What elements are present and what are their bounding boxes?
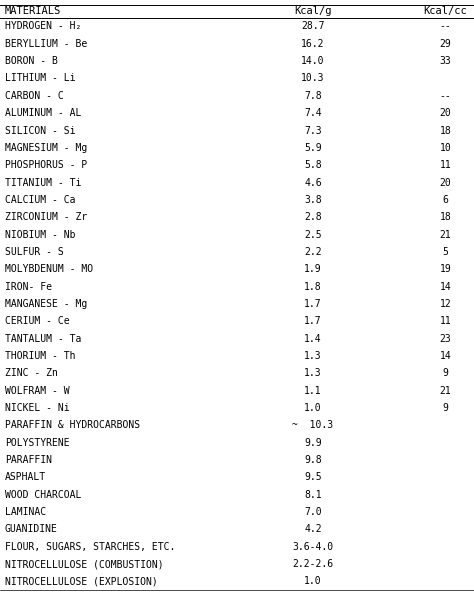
Text: BORON - B: BORON - B xyxy=(5,56,58,66)
Text: 2.8: 2.8 xyxy=(304,212,322,222)
Text: 14.0: 14.0 xyxy=(301,56,325,66)
Text: 19: 19 xyxy=(440,264,451,274)
Text: 1.7: 1.7 xyxy=(304,299,322,309)
Text: 11: 11 xyxy=(440,316,451,326)
Text: 14: 14 xyxy=(440,351,451,361)
Text: PHOSPHORUS - P: PHOSPHORUS - P xyxy=(5,160,87,170)
Text: 18: 18 xyxy=(440,126,451,136)
Text: WOOD CHARCOAL: WOOD CHARCOAL xyxy=(5,490,81,500)
Text: MAGNESIUM - Mg: MAGNESIUM - Mg xyxy=(5,143,87,153)
Text: 1.9: 1.9 xyxy=(304,264,322,274)
Text: 20: 20 xyxy=(440,177,451,187)
Text: 7.8: 7.8 xyxy=(304,91,322,101)
Text: --: -- xyxy=(440,21,451,31)
Text: 5: 5 xyxy=(443,247,448,257)
Text: 16.2: 16.2 xyxy=(301,39,325,49)
Text: 6: 6 xyxy=(443,195,448,205)
Text: THORIUM - Th: THORIUM - Th xyxy=(5,351,75,361)
Text: 14: 14 xyxy=(440,282,451,292)
Text: 10: 10 xyxy=(440,143,451,153)
Text: 2.2-2.6: 2.2-2.6 xyxy=(292,559,333,569)
Text: TANTALUM - Ta: TANTALUM - Ta xyxy=(5,334,81,343)
Text: 9.9: 9.9 xyxy=(304,438,322,448)
Text: 2.5: 2.5 xyxy=(304,229,322,240)
Text: 1.4: 1.4 xyxy=(304,334,322,343)
Text: 33: 33 xyxy=(440,56,451,66)
Text: NITROCELLULOSE (EXPLOSION): NITROCELLULOSE (EXPLOSION) xyxy=(5,576,157,586)
Text: 5.9: 5.9 xyxy=(304,143,322,153)
Text: 7.4: 7.4 xyxy=(304,108,322,118)
Text: HYDROGEN - H₂: HYDROGEN - H₂ xyxy=(5,21,81,31)
Text: 20: 20 xyxy=(440,108,451,118)
Text: 10.3: 10.3 xyxy=(301,74,325,84)
Text: 7.0: 7.0 xyxy=(304,507,322,517)
Text: 1.0: 1.0 xyxy=(304,403,322,413)
Text: CALCIUM - Ca: CALCIUM - Ca xyxy=(5,195,75,205)
Text: FLOUR, SUGARS, STARCHES, ETC.: FLOUR, SUGARS, STARCHES, ETC. xyxy=(5,541,175,551)
Text: 29: 29 xyxy=(440,39,451,49)
Text: LAMINAC: LAMINAC xyxy=(5,507,46,517)
Text: BERYLLIUM - Be: BERYLLIUM - Be xyxy=(5,39,87,49)
Text: ZIRCONIUM - Zr: ZIRCONIUM - Zr xyxy=(5,212,87,222)
Text: ASPHALT: ASPHALT xyxy=(5,472,46,482)
Text: 7.3: 7.3 xyxy=(304,126,322,136)
Text: TITANIUM - Ti: TITANIUM - Ti xyxy=(5,177,81,187)
Text: 1.1: 1.1 xyxy=(304,385,322,396)
Text: MOLYBDENUM - MO: MOLYBDENUM - MO xyxy=(5,264,93,274)
Text: 9: 9 xyxy=(443,403,448,413)
Text: MATERIALS: MATERIALS xyxy=(5,7,61,16)
Text: 11: 11 xyxy=(440,160,451,170)
Text: SILICON - Si: SILICON - Si xyxy=(5,126,75,136)
Text: IRON- Fe: IRON- Fe xyxy=(5,282,52,292)
Text: --: -- xyxy=(440,91,451,101)
Text: 3.6-4.0: 3.6-4.0 xyxy=(292,541,333,551)
Text: 4.2: 4.2 xyxy=(304,524,322,534)
Text: ALUMINUM - AL: ALUMINUM - AL xyxy=(5,108,81,118)
Text: ~  10.3: ~ 10.3 xyxy=(292,420,333,431)
Text: 4.6: 4.6 xyxy=(304,177,322,187)
Text: CARBON - C: CARBON - C xyxy=(5,91,64,101)
Text: 1.3: 1.3 xyxy=(304,368,322,378)
Text: Kcal/cc: Kcal/cc xyxy=(424,7,467,16)
Text: NIOBIUM - Nb: NIOBIUM - Nb xyxy=(5,229,75,240)
Text: 23: 23 xyxy=(440,334,451,343)
Text: 21: 21 xyxy=(440,229,451,240)
Text: SULFUR - S: SULFUR - S xyxy=(5,247,64,257)
Text: 3.8: 3.8 xyxy=(304,195,322,205)
Text: 1.8: 1.8 xyxy=(304,282,322,292)
Text: NICKEL - Ni: NICKEL - Ni xyxy=(5,403,69,413)
Text: ZINC - Zn: ZINC - Zn xyxy=(5,368,58,378)
Text: PARAFFIN: PARAFFIN xyxy=(5,455,52,465)
Text: MANGANESE - Mg: MANGANESE - Mg xyxy=(5,299,87,309)
Text: 1.7: 1.7 xyxy=(304,316,322,326)
Text: 2.2: 2.2 xyxy=(304,247,322,257)
Text: 28.7: 28.7 xyxy=(301,21,325,31)
Text: 9.8: 9.8 xyxy=(304,455,322,465)
Text: 21: 21 xyxy=(440,385,451,396)
Text: 9.5: 9.5 xyxy=(304,472,322,482)
Text: POLYSTYRENE: POLYSTYRENE xyxy=(5,438,69,448)
Text: WOLFRAM - W: WOLFRAM - W xyxy=(5,385,69,396)
Text: CERIUM - Ce: CERIUM - Ce xyxy=(5,316,69,326)
Text: 1.0: 1.0 xyxy=(304,576,322,586)
Text: 5.8: 5.8 xyxy=(304,160,322,170)
Text: 1.3: 1.3 xyxy=(304,351,322,361)
Text: 18: 18 xyxy=(440,212,451,222)
Text: LITHIUM - Li: LITHIUM - Li xyxy=(5,74,75,84)
Text: GUANIDINE: GUANIDINE xyxy=(5,524,58,534)
Text: PARAFFIN & HYDROCARBONS: PARAFFIN & HYDROCARBONS xyxy=(5,420,140,431)
Text: Kcal/g: Kcal/g xyxy=(294,7,332,16)
Text: 8.1: 8.1 xyxy=(304,490,322,500)
Text: NITROCELLULOSE (COMBUSTION): NITROCELLULOSE (COMBUSTION) xyxy=(5,559,164,569)
Text: 9: 9 xyxy=(443,368,448,378)
Text: 12: 12 xyxy=(440,299,451,309)
